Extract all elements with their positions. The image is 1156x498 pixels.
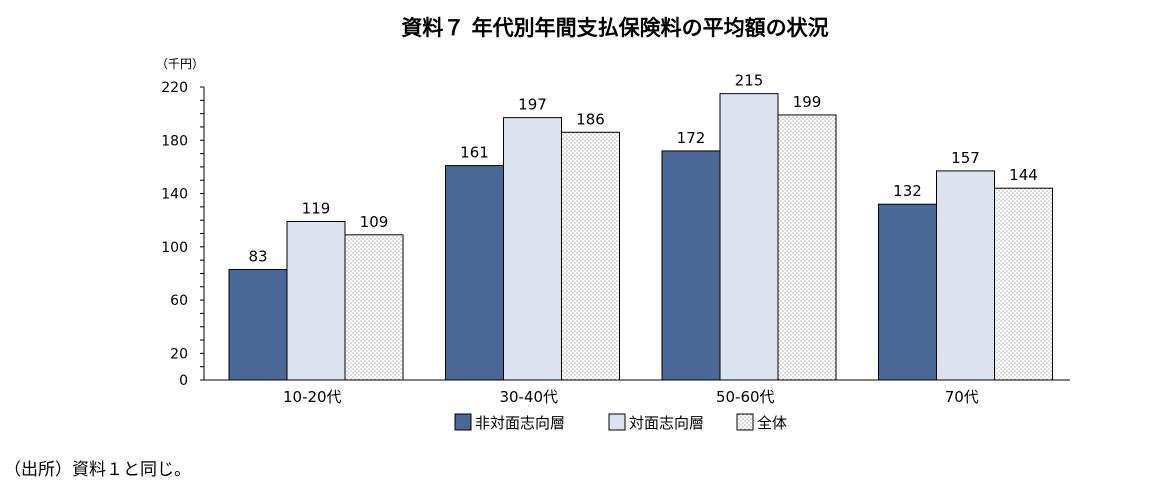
bar [719,93,779,381]
bar [503,117,562,381]
data-label: 215 [735,72,764,90]
legend-label: 非対面志向層 [475,414,565,432]
data-label: 199 [793,93,822,111]
bar [561,131,620,381]
data-label: 119 [302,200,331,218]
y-axis-unit-label: （千円） [156,57,204,71]
y-tick-label: 60 [170,293,188,309]
x-tick-label: 70代 [945,388,979,406]
data-label: 83 [248,247,267,265]
data-label: 197 [518,96,547,114]
data-label: 186 [576,110,605,128]
legend: 非対面志向層 対面志向層 全体 [454,413,787,432]
legend-swatch [454,413,472,431]
data-label: 157 [951,149,980,167]
data-label: 161 [460,144,489,162]
plot-area: 0 20 60 100 140 180 220 83 119 109 10-20代 161 197 186… [161,72,1070,406]
data-label: 144 [1009,166,1038,184]
bar [344,234,404,381]
data-label: 132 [893,182,922,200]
bar [661,150,721,381]
y-tick-label: 180 [161,133,188,149]
bar [777,114,837,381]
y-tick-label: 100 [161,240,188,256]
x-tick-label: 30-40代 [499,388,558,406]
legend-swatch [608,413,626,431]
y-tick-label: 220 [161,80,188,96]
data-label: 109 [360,213,389,231]
y-tick-label: 0 [179,373,188,389]
bar-chart: 資料７ 年代別年間支払保険料の平均額の状況 （千円） 0 20 60 100 140 18… [156,16,1070,432]
bar [228,268,288,381]
bar [878,203,937,381]
legend-label: 全体 [757,414,787,432]
bar [286,221,346,381]
chart-title: 資料７ 年代別年間支払保険料の平均額の状況 [401,16,828,40]
bar [936,170,995,381]
source-note: （出所）資料１と同じ。 [4,460,191,480]
bar [994,187,1053,381]
x-tick-label: 50-60代 [716,388,775,406]
x-tick-label: 10-20代 [283,388,342,406]
y-tick-label: 20 [170,346,188,362]
data-label: 172 [677,129,706,147]
bar [445,165,504,381]
legend-swatch [736,413,754,431]
legend-label: 対面志向層 [629,414,704,432]
y-tick-label: 140 [161,187,188,203]
